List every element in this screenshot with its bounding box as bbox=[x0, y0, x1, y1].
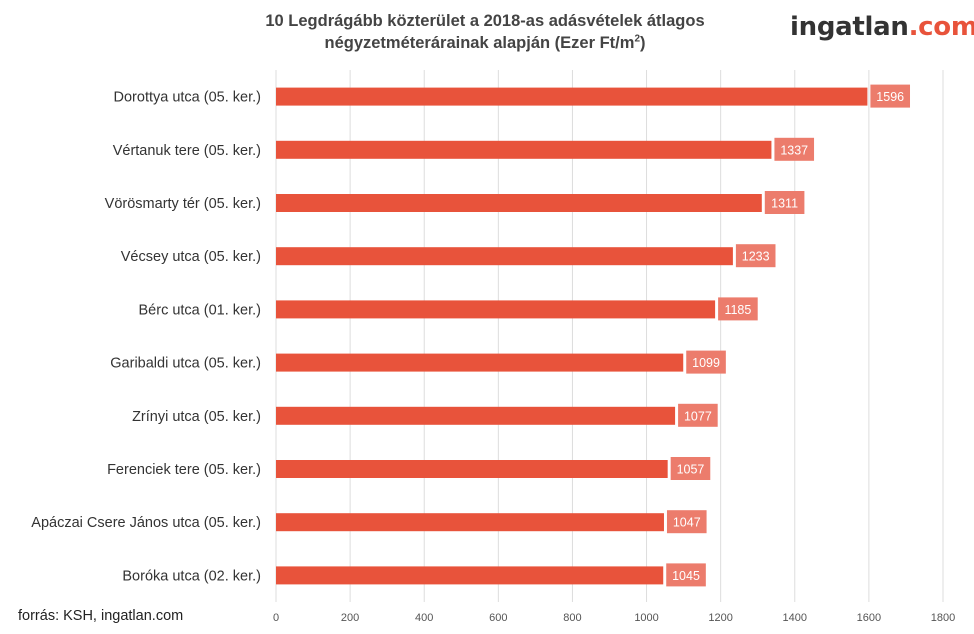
data-label-bg bbox=[670, 457, 711, 480]
x-tick-label: 0 bbox=[273, 612, 279, 624]
x-tick-label: 200 bbox=[341, 612, 359, 624]
data-label-bg bbox=[774, 137, 815, 161]
x-tick-label: 1800 bbox=[931, 612, 955, 624]
bar bbox=[276, 566, 664, 585]
logo-text-main: ingatlan bbox=[790, 12, 909, 42]
source-note: forrás: KSH, ingatlan.com bbox=[18, 608, 184, 624]
category-label: Vécsey utca (05. ker.) bbox=[121, 249, 261, 265]
data-label: 1077 bbox=[684, 409, 712, 423]
x-tick-label: 1600 bbox=[857, 612, 881, 624]
data-label: 1099 bbox=[692, 356, 720, 370]
data-label-bg bbox=[764, 191, 805, 214]
chart-title-line2: négyzetméterárainak alapján (Ezer Ft/m bbox=[324, 34, 635, 52]
x-tick-label: 600 bbox=[489, 612, 507, 624]
data-label-bg bbox=[735, 244, 776, 268]
data-label: 1311 bbox=[771, 197, 798, 211]
bar bbox=[276, 406, 676, 425]
category-label: Bérc utca (01. ker.) bbox=[139, 302, 262, 318]
category-label: Apáczai Csere János utca (05. ker.) bbox=[31, 515, 261, 531]
chart-title-superscript: 2 bbox=[634, 33, 640, 45]
bar bbox=[276, 140, 772, 159]
bar bbox=[276, 300, 716, 319]
x-tick-label: 400 bbox=[415, 612, 433, 624]
data-label-bg bbox=[718, 297, 758, 321]
chart-title-line2-end: ) bbox=[640, 34, 646, 52]
category-label: Vörösmarty tér (05. ker.) bbox=[105, 196, 261, 212]
data-label: 1596 bbox=[876, 90, 904, 104]
data-label: 1185 bbox=[724, 303, 751, 317]
x-tick-label: 800 bbox=[563, 612, 581, 624]
data-label: 1337 bbox=[780, 143, 808, 157]
x-tick-label: 1400 bbox=[783, 612, 807, 624]
category-label: Garibaldi utca (05. ker.) bbox=[110, 356, 261, 372]
bar bbox=[276, 247, 733, 266]
data-label-bg bbox=[870, 84, 911, 108]
data-label-bg bbox=[666, 563, 706, 587]
data-label-bg bbox=[678, 403, 718, 427]
bar bbox=[276, 87, 868, 106]
category-label: Zrínyi utca (05. ker.) bbox=[132, 409, 261, 425]
category-label: Dorottya utca (05. ker.) bbox=[114, 90, 261, 106]
logo-text-suffix: .com bbox=[908, 12, 974, 42]
x-tick-label: 1200 bbox=[708, 612, 732, 624]
chart-title-line1: 10 Legdrágább közterület a 2018-as adásv… bbox=[265, 12, 705, 30]
data-label: 1045 bbox=[672, 569, 700, 583]
category-label: Ferenciek tere (05. ker.) bbox=[107, 462, 261, 478]
chart-title: 10 Legdrágább közterület a 2018-as adásv… bbox=[190, 10, 780, 54]
bar bbox=[276, 513, 664, 532]
data-label: 1233 bbox=[742, 250, 770, 264]
ingatlan-logo: ingatlan.com bbox=[790, 12, 974, 42]
bar bbox=[276, 460, 668, 478]
data-label: 1047 bbox=[673, 516, 701, 530]
data-label-bg bbox=[686, 350, 726, 374]
bar bbox=[276, 353, 684, 372]
category-label: Boróka utca (02. ker.) bbox=[122, 568, 261, 584]
bar bbox=[276, 194, 762, 212]
data-label-bg bbox=[666, 510, 707, 534]
x-tick-label: 1000 bbox=[634, 612, 658, 624]
category-label: Vértanuk tere (05. ker.) bbox=[113, 143, 261, 159]
data-label: 1057 bbox=[677, 463, 705, 477]
